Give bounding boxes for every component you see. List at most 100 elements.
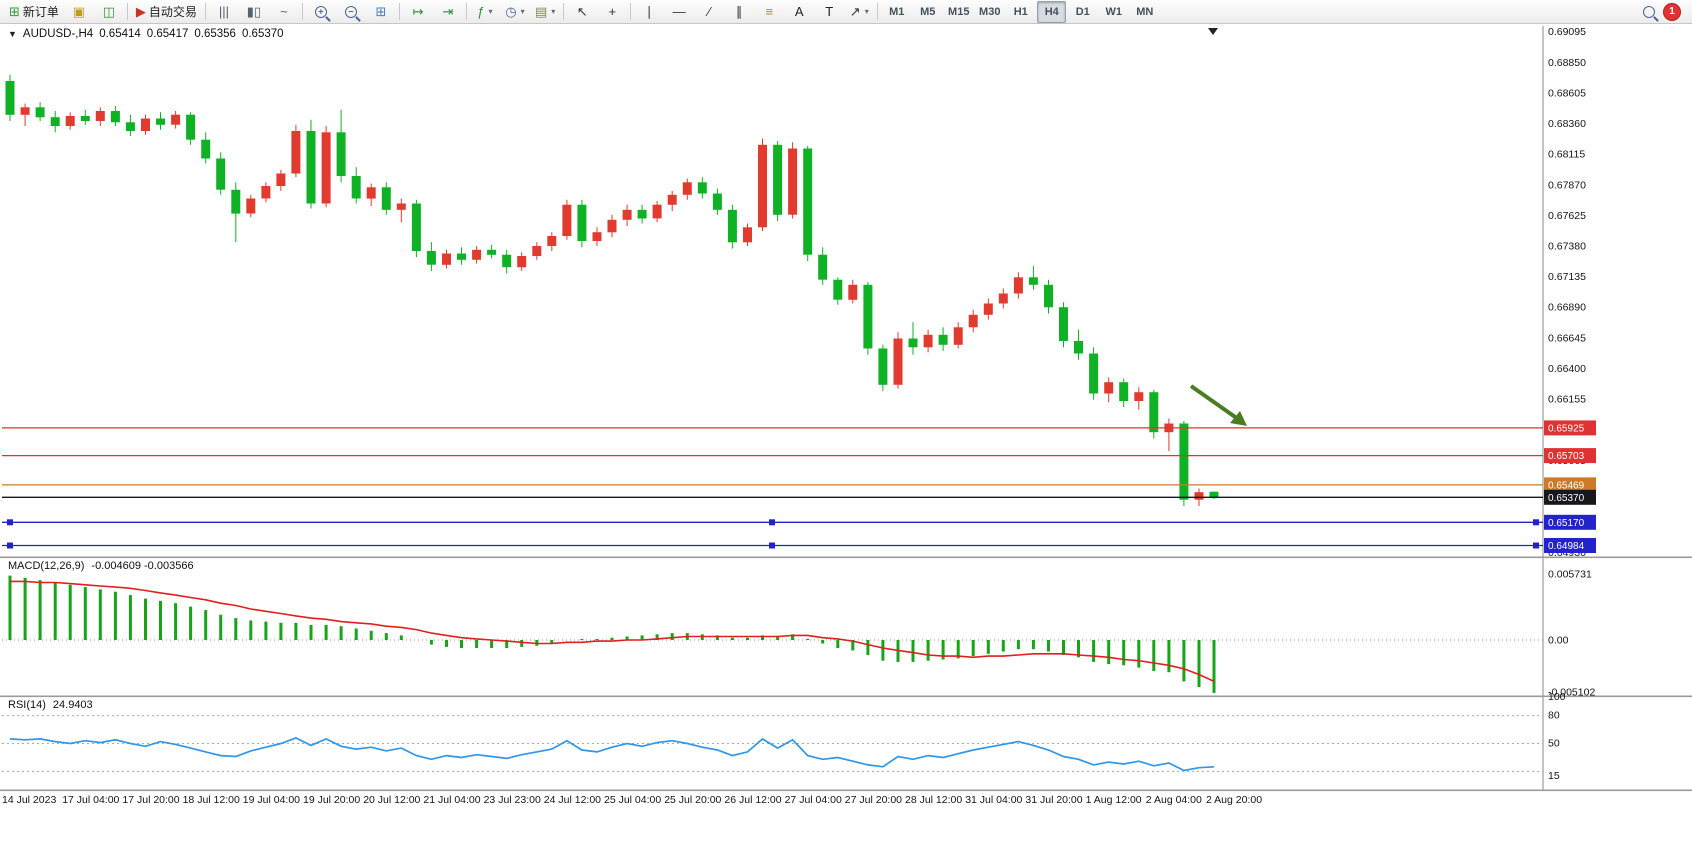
candles [5,74,1219,506]
macd-panel: 0.005731 0.00 -0.005102 [2,569,1595,699]
chevron-down-icon: ▾ [551,7,556,16]
trendline-icon: ∕ [708,4,711,19]
horizontal-line-button[interactable]: ― [665,1,693,23]
panel-separator[interactable] [0,695,1692,698]
auto-trading-button[interactable]: ▶ 自动交易 [132,1,201,23]
periods-button[interactable]: ◷ ▾ [501,1,529,23]
svg-text:80: 80 [1548,710,1560,722]
search-icon[interactable] [1643,5,1655,18]
svg-text:17 Jul 04:00: 17 Jul 04:00 [62,794,119,806]
chart-shift-marker[interactable] [1208,28,1218,35]
timeframe-m5-button[interactable]: M5 [913,1,942,23]
toolbar-separator [563,3,565,20]
toolbar-separator [301,3,303,20]
svg-text:0.69095: 0.69095 [1548,26,1586,38]
timeframe-w1-button-label: W1 [1105,5,1123,18]
new-chart-button[interactable]: ▣ [65,1,93,23]
zoom-out-button[interactable]: − [337,1,365,23]
fibonacci-icon: ≡ [765,4,774,19]
svg-text:19 Jul 20:00: 19 Jul 20:00 [303,794,360,806]
date-axis: 14 Jul 2023 17 Jul 04:00 17 Jul 20:00 18 Ju… [2,794,1262,806]
timeframe-h4-button[interactable]: H4 [1037,0,1067,23]
candlestick-chart-icon: ▮▯ [246,4,262,19]
timeframe-d1-button[interactable]: D1 [1068,1,1097,23]
macd-name: MACD(12,26,9) [8,560,85,572]
text-label-button[interactable]: T [815,1,843,23]
svg-text:0.66400: 0.66400 [1548,363,1586,375]
svg-text:26 Jul 12:00: 26 Jul 12:00 [724,794,781,806]
timeframe-h1-button[interactable]: H1 [1006,1,1035,23]
svg-text:0.67135: 0.67135 [1548,271,1586,283]
svg-text:20 Jul 12:00: 20 Jul 12:00 [363,794,420,806]
cursor-icon: ↖ [576,4,588,19]
zoom-out-icon: − [344,5,357,18]
svg-text:100: 100 [1548,691,1566,703]
svg-text:0.68850: 0.68850 [1548,57,1586,69]
timeframe-d1-button-label: D1 [1075,5,1090,18]
timeframe-mn-button[interactable]: MN [1130,1,1159,23]
svg-text:0.65703: 0.65703 [1548,451,1585,462]
tile-windows-button[interactable]: ⊞ [367,1,395,23]
svg-text:19 Jul 04:00: 19 Jul 04:00 [243,794,300,806]
tile-windows-icon: ⊞ [375,4,387,19]
horizontal-line-objects[interactable]: 0.65925 0.65703 0.65469 0.65370 0.65170 0.649… [2,420,1596,553]
toolbar-separator [630,3,632,20]
svg-text:0.67380: 0.67380 [1548,241,1586,253]
svg-text:17 Jul 20:00: 17 Jul 20:00 [122,794,179,806]
indicators-button[interactable]: ƒ ▾ [471,1,499,23]
new-order-button-label: 新订单 [22,5,59,19]
svg-text:18 Jul 12:00: 18 Jul 12:00 [183,794,240,806]
arrows-icon: ↗ [849,4,861,19]
auto-scroll-button[interactable]: ↦ [404,1,432,23]
chart-low: 0.65356 [194,28,236,40]
arrow-annotation[interactable] [1189,384,1247,426]
timeframe-m15-button[interactable]: M15 [944,1,973,23]
new-chart-icon: ▣ [72,4,86,19]
arrows-button[interactable]: ↗ ▾ [845,1,873,23]
bar-chart-button[interactable]: ||| [210,1,238,23]
vertical-line-button[interactable]: ∣ [635,1,663,23]
svg-text:28 Jul 12:00: 28 Jul 12:00 [905,794,962,806]
chart-symbol-period: AUDUSD-,H4 [22,28,94,40]
macd-values: -0.004609 -0.003566 [91,560,194,572]
crosshair-button[interactable]: + [598,1,626,23]
line-chart-button[interactable]: ~ [270,1,298,23]
svg-text:14 Jul 2023: 14 Jul 2023 [2,794,56,806]
fibonacci-button[interactable]: ≡ [755,1,783,23]
templates-button[interactable]: ▤ ▾ [531,1,559,23]
toolbar-separator [465,3,467,20]
macd-indicator-label: MACD(12,26,9) -0.004609 -0.003566 [8,560,194,572]
line-chart-icon: ~ [280,4,288,19]
profiles-button[interactable]: ◫ [95,1,123,23]
svg-text:27 Jul 04:00: 27 Jul 04:00 [785,794,842,806]
svg-text:0.65370: 0.65370 [1548,493,1585,504]
equidistant-channel-icon: ∥ [736,4,743,19]
periods-icon: ◷ [505,4,517,19]
panel-separator[interactable] [0,789,1692,792]
panel-separator[interactable] [0,556,1692,559]
zoom-in-button[interactable]: + [307,1,335,23]
chart-shift-button[interactable]: ⇥ [434,1,462,23]
trendline-button[interactable]: ∕ [695,1,723,23]
timeframe-w1-button[interactable]: W1 [1099,1,1128,23]
svg-text:0.66155: 0.66155 [1548,394,1586,406]
chart-collapse-icon[interactable]: ▼ [8,29,17,39]
new-order-button[interactable]: ⊞ 新订单 [5,1,63,23]
chevron-down-icon: ▾ [864,7,869,16]
cursor-button[interactable]: ↖ [568,1,596,23]
svg-text:0.68360: 0.68360 [1548,118,1586,130]
equidistant-channel-button[interactable]: ∥ [725,1,753,23]
svg-text:25 Jul 20:00: 25 Jul 20:00 [664,794,721,806]
svg-text:0.67870: 0.67870 [1548,179,1586,191]
timeframe-m30-button[interactable]: M30 [975,1,1004,23]
svg-text:1 Aug 12:00: 1 Aug 12:00 [1086,794,1142,806]
chart-high: 0.65417 [146,28,189,40]
text-button[interactable]: A [785,1,813,23]
timeframe-m1-button[interactable]: M1 [882,1,911,23]
svg-text:31 Jul 04:00: 31 Jul 04:00 [965,794,1022,806]
svg-text:27 Jul 20:00: 27 Jul 20:00 [845,794,902,806]
candlestick-chart-button[interactable]: ▮▯ [240,1,268,23]
svg-text:2 Aug 04:00: 2 Aug 04:00 [1146,794,1202,806]
notification-badge[interactable]: 1 [1664,3,1680,20]
